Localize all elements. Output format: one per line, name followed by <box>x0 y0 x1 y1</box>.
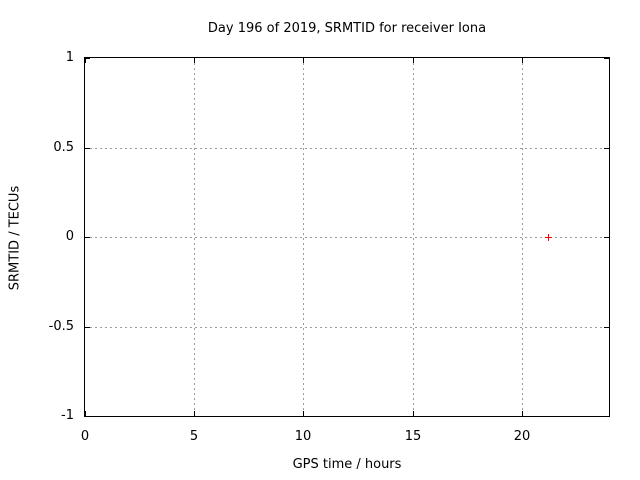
x-tick-mark-top <box>522 58 523 63</box>
x-tick-label: 15 <box>404 429 422 444</box>
chart-title: Day 196 of 2019, SRMTID for receiver Ion… <box>207 21 487 36</box>
y-gridline <box>85 237 609 238</box>
y-tick-label: 0.5 <box>53 140 74 155</box>
y-tick-label: 1 <box>65 50 74 65</box>
x-tick-mark-bottom <box>194 411 195 416</box>
x-axis-label: GPS time / hours <box>292 457 402 472</box>
x-tick-mark-bottom <box>85 411 86 416</box>
x-tick-mark-top <box>85 58 86 63</box>
x-tick-mark-top <box>194 58 195 63</box>
y-tick-mark-right <box>604 148 609 149</box>
x-tick-mark-bottom <box>522 411 523 416</box>
plot-area <box>84 57 610 417</box>
y-gridline <box>85 327 609 328</box>
y-tick-mark-left <box>85 148 90 149</box>
data-point-marker <box>545 234 552 241</box>
x-tick-mark-bottom <box>303 411 304 416</box>
y-tick-label: -1 <box>61 408 74 423</box>
marker-vertical-stroke <box>548 234 549 241</box>
y-tick-mark-left <box>85 237 90 238</box>
y-tick-label: -0.5 <box>48 319 74 334</box>
y-gridline <box>85 148 609 149</box>
x-tick-mark-bottom <box>413 411 414 416</box>
y-tick-mark-left <box>85 327 90 328</box>
y-tick-mark-left <box>85 58 90 59</box>
y-tick-mark-right <box>604 327 609 328</box>
x-tick-label: 5 <box>189 429 199 444</box>
x-tick-mark-top <box>303 58 304 63</box>
y-tick-mark-right <box>604 58 609 59</box>
x-tick-label: 0 <box>80 429 90 444</box>
y-tick-mark-left <box>85 416 90 417</box>
y-tick-mark-right <box>604 237 609 238</box>
x-tick-label: 20 <box>513 429 531 444</box>
y-tick-mark-right <box>604 416 609 417</box>
y-tick-label: 0 <box>65 229 74 244</box>
x-tick-mark-top <box>413 58 414 63</box>
x-tick-label: 10 <box>294 429 312 444</box>
